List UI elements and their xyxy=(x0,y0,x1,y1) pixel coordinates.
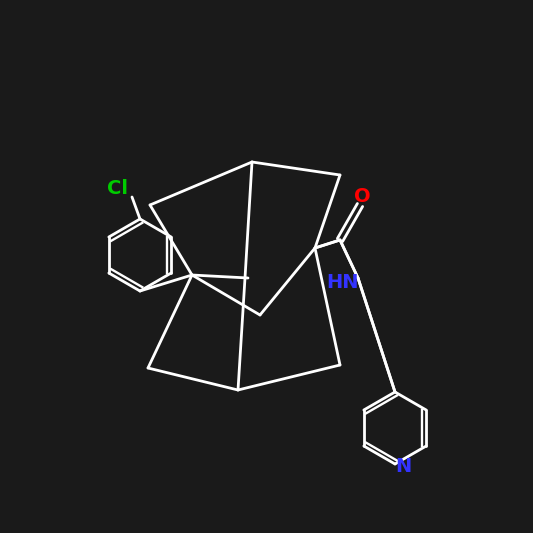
Text: N: N xyxy=(395,456,411,475)
Text: O: O xyxy=(354,188,370,206)
Text: HN: HN xyxy=(326,273,358,293)
Text: Cl: Cl xyxy=(108,180,128,198)
